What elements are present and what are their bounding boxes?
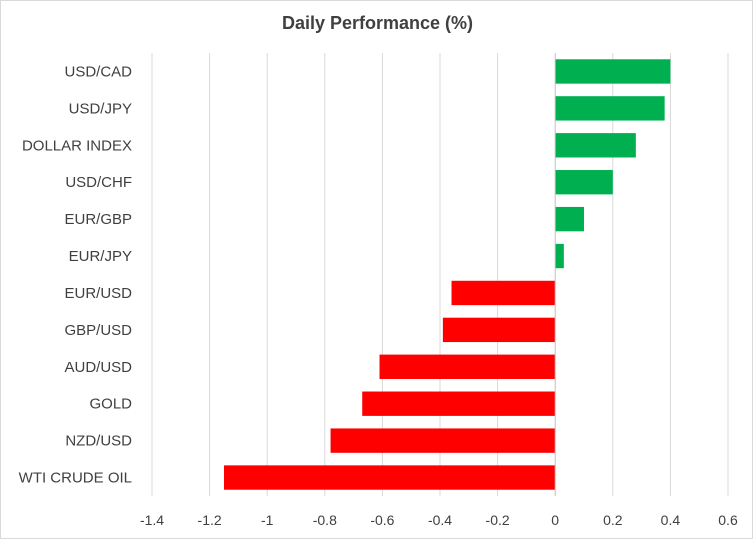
- bar-eur-usd: [451, 280, 556, 306]
- category-labels: USD/CAD USD/JPY DOLLAR INDEX USD/CHF EUR/GBP…: [19, 63, 133, 486]
- x-tick-label: -1.2: [198, 512, 222, 528]
- bar-usd-chf: [555, 170, 613, 195]
- x-tick-label: 0: [551, 512, 559, 528]
- gridlines: [151, 53, 729, 496]
- category-label: DOLLAR INDEX: [22, 137, 132, 154]
- category-label: WTI CRUDE OIL: [19, 470, 132, 487]
- category-label: EUR/JPY: [69, 248, 132, 265]
- x-tick-label: -1.4: [140, 512, 164, 528]
- category-label: AUD/USD: [64, 359, 132, 376]
- x-tick-label: -0.8: [313, 512, 337, 528]
- category-label: USD/JPY: [69, 100, 132, 117]
- x-tick-label: 0.4: [661, 512, 681, 528]
- bar-usd-jpy: [555, 96, 665, 121]
- bar-wti-crude-oil: [224, 465, 556, 490]
- category-label: EUR/USD: [64, 285, 132, 302]
- tick-labels: -1.4 -1.2 -1 -0.8 -0.6 -0.4 -0.2 0 0.2 0.4 0.6: [140, 512, 738, 528]
- category-label: USD/CAD: [64, 63, 132, 80]
- x-tick-label: -1: [261, 512, 274, 528]
- category-label: GOLD: [89, 396, 132, 413]
- x-tick-label: -0.4: [428, 512, 452, 528]
- bar-usd-cad: [555, 59, 671, 84]
- x-tick-label: 0.6: [718, 512, 738, 528]
- x-tick-label: -0.6: [370, 512, 394, 528]
- bar-dollar-index: [555, 133, 636, 158]
- category-label: USD/CHF: [65, 174, 132, 191]
- bar-eur-gbp: [555, 206, 584, 232]
- category-label: GBP/USD: [64, 322, 132, 339]
- bar-nzd-usd: [330, 428, 556, 453]
- bar-eur-jpy: [555, 243, 564, 269]
- category-label: NZD/USD: [65, 433, 132, 450]
- bar-aud-usd: [379, 354, 556, 379]
- category-label: EUR/GBP: [64, 211, 132, 228]
- bars: [224, 59, 671, 490]
- x-tick-label: -0.2: [486, 512, 510, 528]
- chart-title: Daily Performance (%): [281, 13, 474, 33]
- x-tick-label: 0.2: [603, 512, 623, 528]
- bar-gbp-usd: [442, 317, 556, 343]
- bar-gold: [362, 391, 556, 416]
